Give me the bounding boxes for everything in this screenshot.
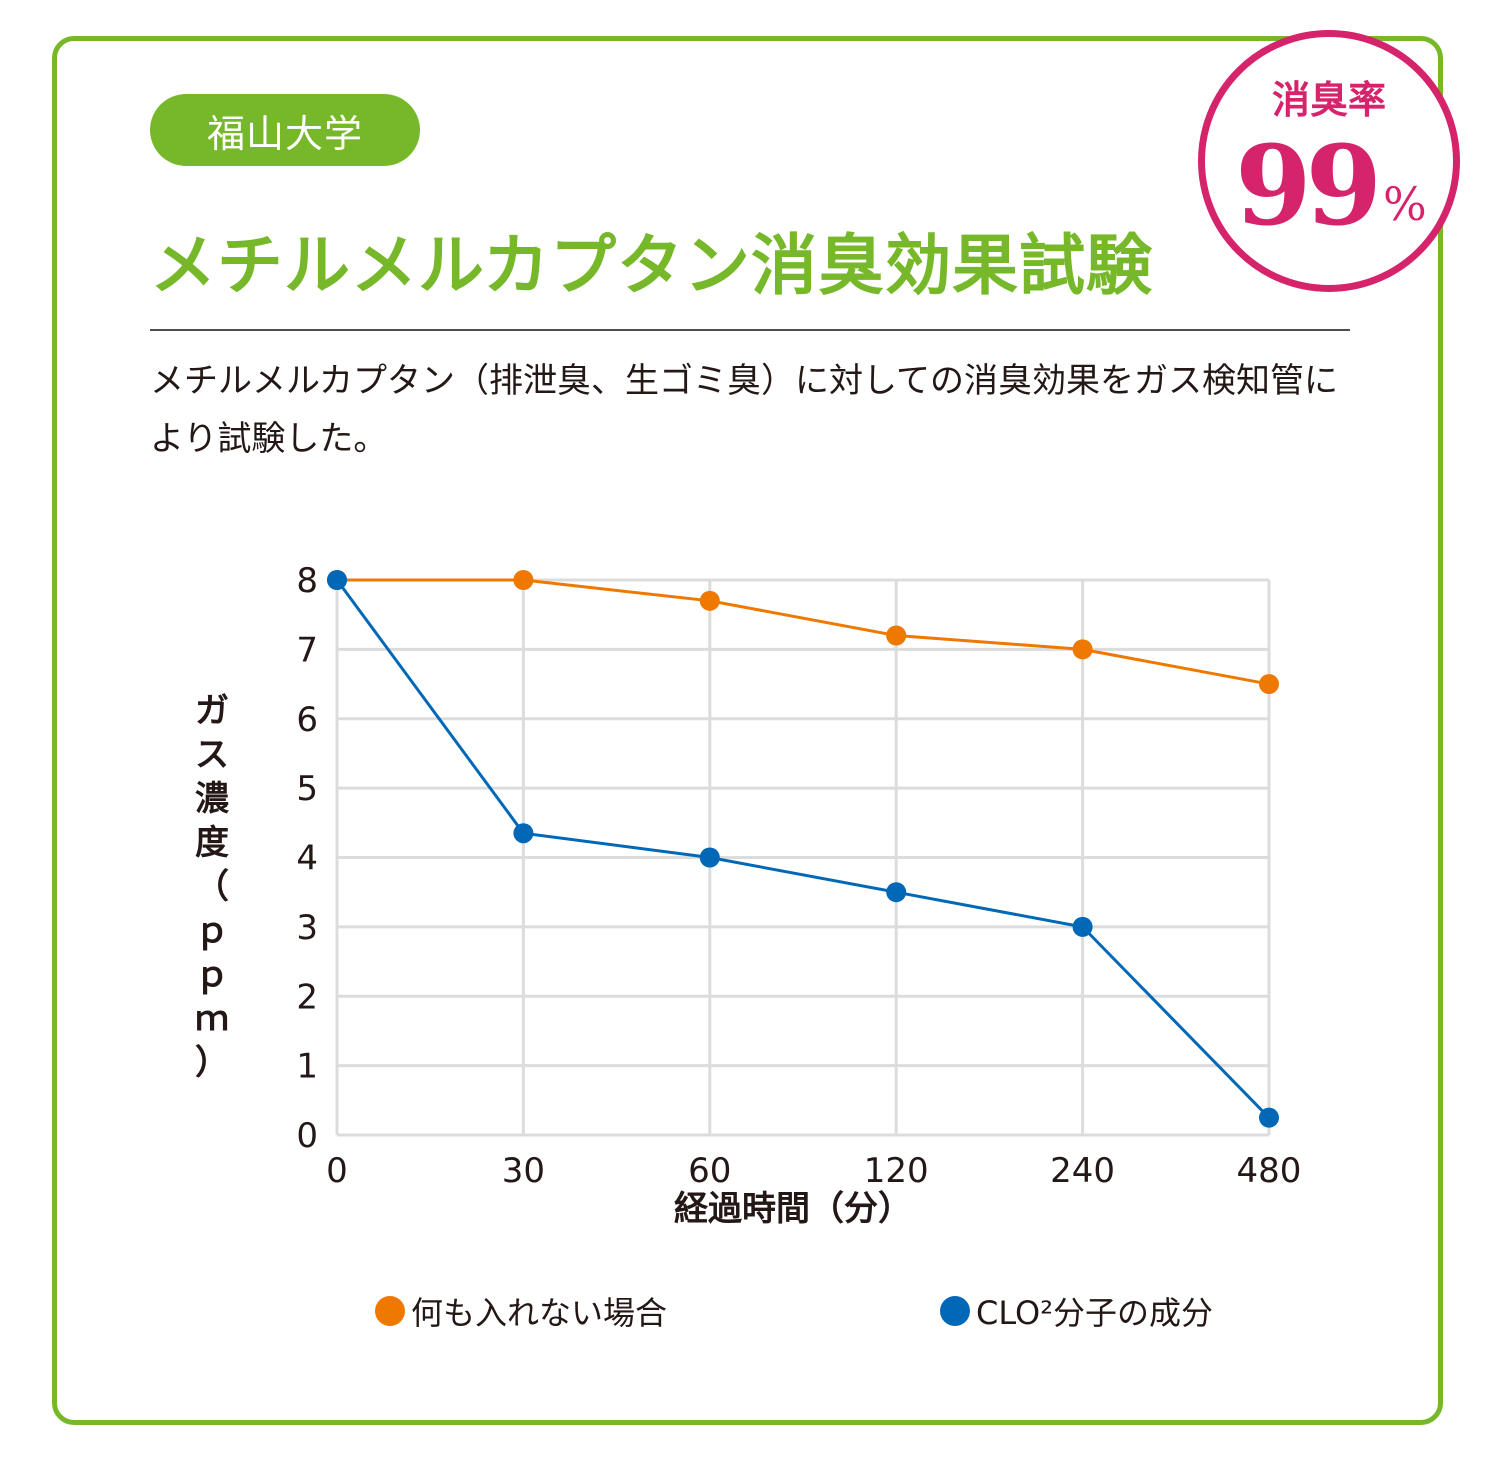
y-tick-label: 0 bbox=[296, 1116, 318, 1156]
y-axis-label: ガス濃度（ｐｐｍ） bbox=[195, 691, 230, 1083]
series-line-0 bbox=[337, 578, 1270, 686]
y-tick-label: 6 bbox=[296, 700, 318, 740]
seal-unit: % bbox=[1383, 177, 1427, 231]
data-point-0 bbox=[1259, 674, 1279, 695]
data-point-1 bbox=[1072, 916, 1093, 937]
y-tick-label: 7 bbox=[296, 630, 318, 670]
data-point-0 bbox=[886, 625, 907, 646]
series-line-1 bbox=[335, 579, 1271, 1119]
x-tick-label: 480 bbox=[1237, 1151, 1302, 1191]
data-point-0 bbox=[699, 590, 720, 611]
data-point-1 bbox=[1259, 1107, 1279, 1128]
y-tick-label: 3 bbox=[296, 908, 318, 948]
legend-item-clo2: CLO²分子の成分 bbox=[940, 1288, 1213, 1334]
x-tick-label: 240 bbox=[1050, 1151, 1115, 1191]
data-point-0 bbox=[1072, 639, 1093, 660]
y-tick-label: 5 bbox=[296, 769, 318, 809]
card-frame bbox=[52, 36, 1443, 1425]
seal-label: 消臭率 bbox=[1271, 78, 1386, 122]
y-tick-label: 1 bbox=[296, 1047, 318, 1087]
page-title: メチルメルカプタン消臭効果試験 bbox=[150, 227, 1154, 304]
legend-label-clo2: CLO²分子の成分 bbox=[976, 1294, 1214, 1332]
line-chart: 0 1 2 3 4 5 6 7 8 0 30 60 120 240 480 経過時間（分） ガス濃度（ｐｐｍ） bbox=[195, 561, 1302, 1229]
data-point-0 bbox=[513, 570, 534, 590]
legend-item-control: 何も入れない場合 bbox=[375, 1288, 667, 1334]
seal-value: 99 bbox=[1235, 121, 1382, 250]
deodorize-rate-seal: 消臭率 99 % bbox=[1198, 30, 1460, 292]
x-tick-label: 60 bbox=[688, 1151, 731, 1191]
y-tick-label: 2 bbox=[296, 977, 318, 1017]
x-tick-label: 0 bbox=[326, 1151, 348, 1191]
data-point-1 bbox=[513, 823, 534, 844]
university-badge: 福山大学 bbox=[150, 94, 420, 166]
x-tick-label: 30 bbox=[502, 1151, 545, 1191]
legend-label-control: 何も入れない場合 bbox=[411, 1294, 668, 1332]
legend-swatch-blue bbox=[940, 1296, 970, 1326]
x-tick-label: 120 bbox=[864, 1151, 929, 1191]
y-tick-label: 4 bbox=[296, 839, 318, 879]
title-divider bbox=[150, 329, 1350, 331]
x-axis-label: 経過時間（分） bbox=[674, 1189, 912, 1229]
data-point-1 bbox=[886, 882, 907, 903]
description: メチルメルカプタン（排泄臭、生ゴミ臭）に対しての消臭効果をガス検知管により試験し… bbox=[150, 361, 1338, 459]
data-point-1 bbox=[699, 847, 720, 868]
data-point-1 bbox=[327, 570, 347, 590]
legend-swatch-orange bbox=[375, 1296, 405, 1326]
y-tick-label: 8 bbox=[296, 561, 318, 601]
